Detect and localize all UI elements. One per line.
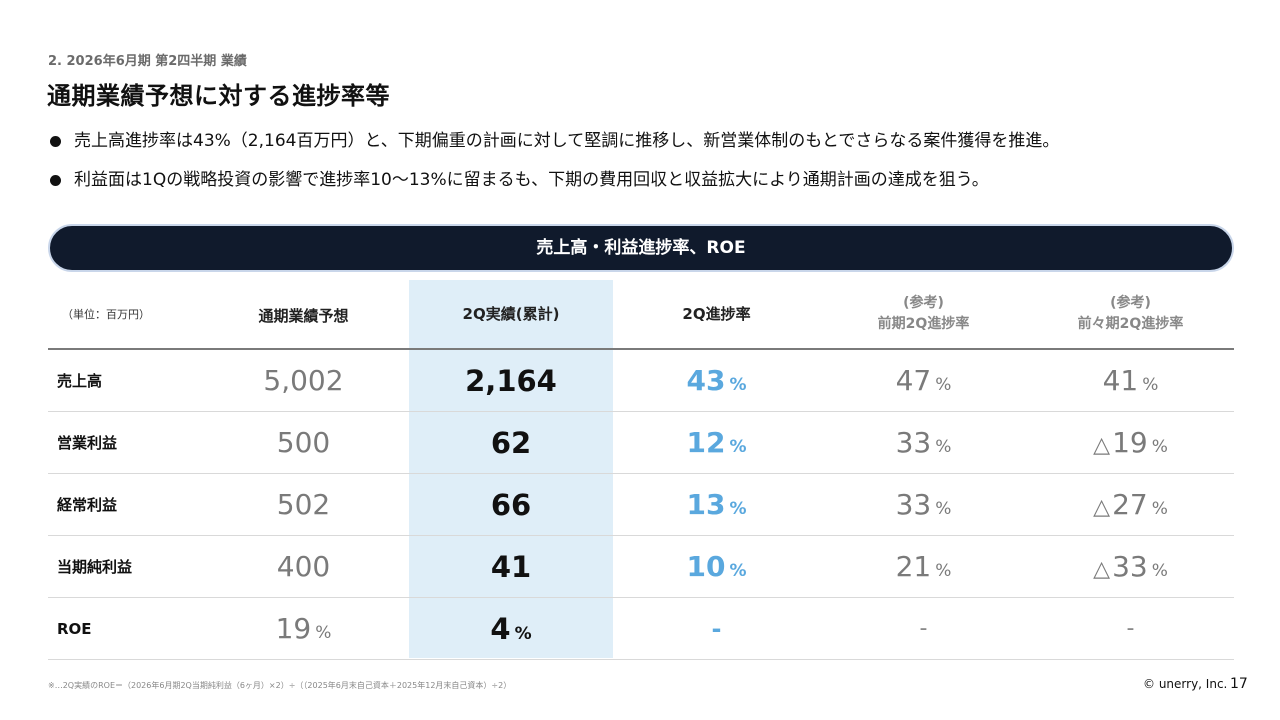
header-prev: (参考) 前期2Q進捗率: [820, 280, 1027, 348]
bullet-text: 売上高進捗率は43%（2,164百万円）と、下期偏重の計画に対して堅調に推移し、…: [74, 131, 1060, 151]
progress-value: 12: [686, 426, 726, 459]
percent-unit: %: [729, 561, 747, 581]
prev2-value: 27: [1112, 488, 1148, 521]
forecast-value: 502: [276, 488, 331, 521]
bullet-item: 利益面は1Qの戦略投資の影響で進捗率10〜13%に留まるも、下期の費用回収と収益…: [48, 167, 1248, 193]
header-prev2: (参考) 前々期2Q進捗率: [1027, 280, 1234, 348]
percent-unit: %: [935, 561, 952, 581]
prev-rate: 47%: [820, 364, 1027, 397]
percent-unit: %: [935, 375, 952, 395]
bullet-list: 売上高進捗率は43%（2,164百万円）と、下期偏重の計画に対して堅調に推移し、…: [48, 128, 1248, 206]
prev-value: 47: [895, 364, 932, 397]
forecast-value: 500: [276, 426, 331, 459]
forecast-value: 5,002: [263, 364, 344, 397]
actual-value: 41: [490, 549, 532, 584]
table-row: ROE 19% 4% - - -: [48, 598, 1234, 660]
header-forecast: 通期業績予想: [258, 307, 349, 325]
unit-label: （単位：百万円）: [62, 307, 150, 321]
page-title: 通期業績予想に対する進捗率等: [47, 82, 390, 110]
prev-rate: 33%: [820, 426, 1027, 459]
prev2-dash: -: [1126, 616, 1135, 641]
actual-rate: 4%: [409, 612, 613, 646]
percent-unit: %: [729, 499, 747, 519]
negative-triangle-icon: △: [1093, 557, 1111, 582]
prev2-value: 19: [1112, 426, 1148, 459]
footnote: ※…2Q実績のROE＝（2026年6月期2Q当期純利益（6ヶ月）×2）÷（（20…: [48, 681, 512, 690]
bullet-dot-icon: [50, 136, 61, 147]
progress-table: （単位：百万円） 通期業績予想 2Q実績(累計) 2Q進捗率 (参考) 前期2Q…: [48, 280, 1234, 660]
progress-rate: 10%: [613, 550, 820, 583]
progress-value: 10: [686, 550, 726, 583]
prev2-rate: 41%: [1027, 364, 1234, 397]
percent-unit: %: [1151, 499, 1168, 519]
row-label: 営業利益: [57, 434, 118, 452]
actual-column-highlight: [409, 280, 613, 658]
forecast-rate: 19%: [198, 612, 409, 645]
row-label: 経常利益: [57, 496, 118, 514]
bullet-text: 利益面は1Qの戦略投資の影響で進捗率10〜13%に留まるも、下期の費用回収と収益…: [74, 170, 989, 190]
actual-value: 4: [490, 611, 511, 646]
actual-value: 66: [490, 487, 532, 522]
progress-value: 43: [686, 364, 726, 397]
percent-unit: %: [315, 623, 332, 643]
header-prev2-label: 前々期2Q進捗率: [1077, 316, 1184, 332]
bullet-item: 売上高進捗率は43%（2,164百万円）と、下期偏重の計画に対して堅調に推移し、…: [48, 128, 1248, 154]
percent-unit: %: [729, 437, 747, 457]
prev-dash: -: [919, 616, 928, 641]
table-row: 営業利益 500 62 12% 33% △19%: [48, 412, 1234, 474]
header-actual: 2Q実績(累計): [462, 304, 560, 323]
percent-unit: %: [935, 499, 952, 519]
prev2-rate: △19%: [1027, 426, 1234, 459]
percent-unit: %: [514, 623, 532, 644]
progress-dash: -: [711, 614, 722, 643]
prev-value: 33: [895, 426, 932, 459]
progress-rate: 13%: [613, 488, 820, 521]
table-row: 経常利益 502 66 13% 33% △27%: [48, 474, 1234, 536]
progress-value: 13: [686, 488, 726, 521]
row-label: ROE: [57, 619, 92, 638]
table-row: 売上高 5,002 2,164 43% 47% 41%: [48, 350, 1234, 412]
percent-unit: %: [1151, 437, 1168, 457]
header-prev-label: 前期2Q進捗率: [877, 316, 970, 332]
percent-unit: %: [1142, 375, 1159, 395]
progress-rate: 12%: [613, 426, 820, 459]
actual-value: 2,164: [465, 363, 557, 398]
actual-value: 62: [490, 425, 532, 460]
row-label: 当期純利益: [57, 558, 133, 576]
progress-rate: 43%: [613, 364, 820, 397]
copyright: © unerry, Inc.: [1143, 677, 1228, 691]
prev-value: 33: [895, 488, 932, 521]
row-label: 売上高: [57, 372, 103, 390]
prev2-rate: △27%: [1027, 488, 1234, 521]
table-header-row: （単位：百万円） 通期業績予想 2Q実績(累計) 2Q進捗率 (参考) 前期2Q…: [48, 280, 1234, 350]
bullet-dot-icon: [50, 175, 61, 186]
table-row: 当期純利益 400 41 10% 21% △33%: [48, 536, 1234, 598]
percent-unit: %: [935, 437, 952, 457]
percent-unit: %: [1151, 561, 1168, 581]
header-progress: 2Q進捗率: [682, 304, 751, 323]
prev-rate: 21%: [820, 550, 1027, 583]
header-prev-ref: (参考): [903, 295, 944, 311]
forecast-value: 19: [275, 612, 312, 645]
prev2-value: 33: [1112, 550, 1148, 583]
prev-value: 21: [895, 550, 932, 583]
page-number: 17: [1230, 676, 1248, 692]
section-label: 2. 2026年6月期 第2四半期 業績: [48, 54, 247, 69]
header-prev2-ref: (参考): [1110, 295, 1151, 311]
table-banner: 売上高・利益進捗率、ROE: [48, 224, 1234, 272]
prev-rate: 33%: [820, 488, 1027, 521]
forecast-value: 400: [276, 550, 331, 583]
negative-triangle-icon: △: [1093, 433, 1111, 458]
prev2-rate: △33%: [1027, 550, 1234, 583]
prev2-value: 41: [1102, 364, 1139, 397]
percent-unit: %: [729, 375, 747, 395]
negative-triangle-icon: △: [1093, 495, 1111, 520]
